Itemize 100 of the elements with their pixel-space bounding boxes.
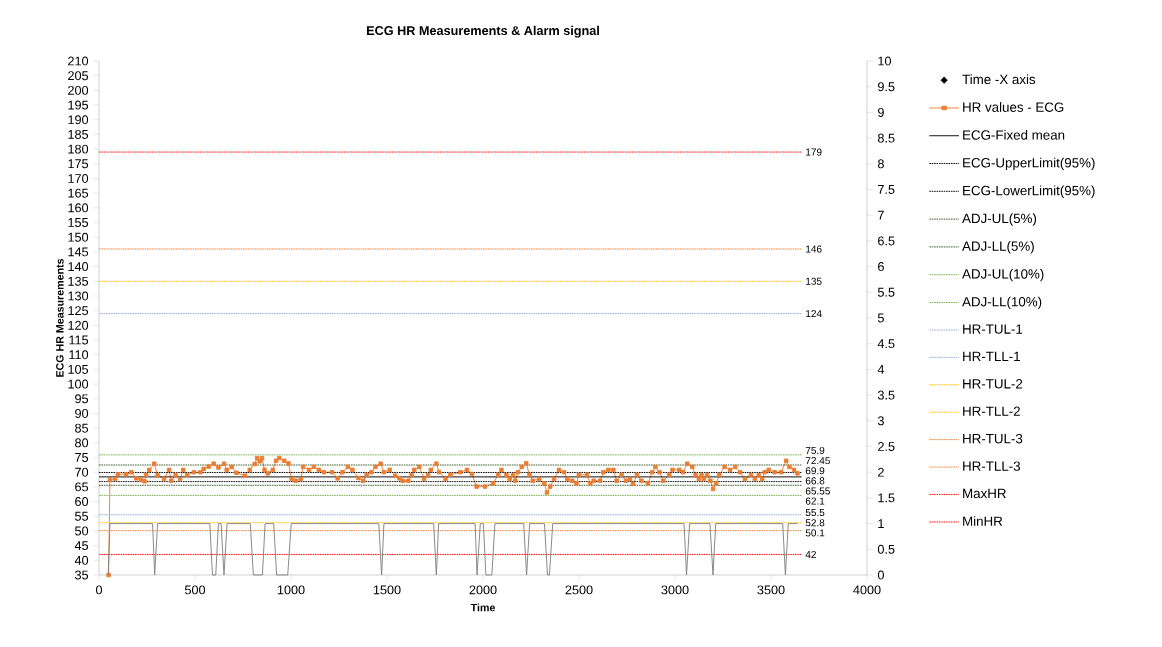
y-tick-label: 35: [75, 570, 89, 580]
y-tick-label: 185: [68, 129, 89, 139]
x-tick-label: 500: [184, 585, 206, 595]
y-tick-label: 195: [68, 100, 89, 110]
y-tick-label: 135: [68, 276, 89, 286]
legend-label: HR-TLL-1: [963, 351, 1020, 361]
x-axis-title: Time: [470, 603, 495, 612]
y2-tick-label: 7: [878, 210, 884, 220]
data-label: 69.9: [805, 467, 825, 475]
data-label: 146: [806, 245, 822, 253]
y-tick-label: 90: [75, 408, 89, 418]
y2-tick-label: 0: [877, 570, 884, 580]
legend-label: MinHR: [963, 516, 1003, 526]
y-tick-label: 100: [68, 379, 89, 389]
y2-tick-label: 6.5: [878, 236, 895, 246]
y2-tick-label: 9: [877, 107, 884, 117]
legend-label: HR-TUL-2: [963, 379, 1023, 389]
data-label: 72.45: [805, 457, 830, 465]
x-tick-label: 3000: [661, 585, 689, 595]
data-label: 50.1: [805, 529, 825, 537]
data-label: 42: [805, 550, 816, 558]
y2-tick-label: 3: [877, 416, 884, 426]
y-tick-label: 55: [75, 511, 89, 521]
x-tick-label: 3500: [757, 585, 785, 595]
y-tick-label: 165: [68, 188, 89, 198]
y-tick-label: 210: [68, 56, 89, 66]
y2-tick-label: 3.5: [877, 390, 895, 400]
y2-tick-label: 0.5: [877, 544, 895, 554]
legend-label: HR-TUL-1: [963, 324, 1023, 334]
y2-tick-label: 2.5: [878, 442, 895, 451]
data-label: 66.8: [805, 477, 825, 485]
data-label: 52.8: [805, 519, 825, 527]
data-label: 124: [806, 310, 822, 318]
x-tick-label: 2000: [469, 585, 497, 595]
y-tick-label: 85: [75, 423, 89, 433]
y2-tick-label: 8: [877, 159, 884, 169]
data-label: 65.55: [805, 487, 830, 495]
y-tick-label: 95: [75, 394, 89, 404]
y-tick-label: 190: [68, 115, 89, 125]
y2-tick-label: 5: [877, 313, 884, 323]
data-label: 62.1: [805, 497, 825, 505]
legend-label: ECG-LowerLimit(95%): [963, 185, 1095, 198]
x-tick-label: 0: [95, 585, 103, 595]
x-tick-label: 2500: [565, 585, 593, 595]
y-axis-title: ECG HR Measurements: [56, 258, 64, 377]
y-tick-label: 160: [68, 203, 89, 213]
legend-label: ADJ-LL(10%): [962, 296, 1042, 310]
legend-label: ECG-Fixed mean: [963, 129, 1065, 140]
y-tick-label: 70: [75, 467, 89, 477]
y-tick-label: 150: [68, 232, 89, 242]
legend-label: ADJ-UL(10%): [962, 268, 1044, 282]
x-tick-label: 4000: [853, 585, 881, 595]
y2-tick-label: 6: [878, 262, 884, 272]
data-label: 75.9: [805, 446, 825, 454]
y-tick-label: 110: [69, 350, 89, 360]
data-label: 55.5: [805, 509, 825, 517]
y2-tick-label: 1.5: [878, 493, 895, 503]
x-tick-label: 1500: [373, 585, 401, 595]
y2-tick-label: 10: [878, 56, 891, 66]
data-label: 179: [806, 148, 822, 156]
y-tick-label: 105: [68, 364, 89, 374]
legend-label: MaxHR: [963, 488, 1006, 499]
y-tick-label: 140: [68, 262, 89, 272]
y-tick-label: 145: [68, 247, 89, 257]
legend-label: HR-TUL-3: [963, 433, 1023, 444]
legend-label: HR-TLL-2: [963, 406, 1020, 416]
y2-tick-label: 7.5: [878, 185, 895, 194]
y-tick-label: 200: [68, 85, 89, 95]
legend-label: HR-TLL-3: [963, 461, 1020, 471]
y2-tick-label: 1: [878, 519, 884, 528]
y2-tick-label: 9.5: [877, 82, 895, 92]
legend-label: Time -X axis: [962, 74, 1036, 85]
legend-label: ADJ-LL(5%): [962, 241, 1034, 254]
y-tick-label: 75: [75, 453, 89, 462]
y2-tick-label: 8.5: [877, 133, 895, 143]
y-tick-label: 125: [68, 306, 89, 316]
y-tick-label: 120: [68, 320, 89, 330]
data-label: 135: [806, 277, 822, 285]
y-tick-label: 170: [68, 174, 89, 183]
chart-title: ECG HR Measurements & Alarm signal: [367, 25, 599, 38]
y2-tick-label: 4: [877, 365, 885, 374]
y-tick-label: 50: [75, 526, 89, 536]
y2-tick-label: 4.5: [877, 339, 895, 349]
y-tick-label: 80: [75, 438, 89, 448]
y2-tick-label: 5.5: [877, 287, 895, 297]
legend-label: ECG-UpperLimit(95%): [963, 157, 1095, 171]
y-tick-label: 130: [68, 291, 89, 301]
y-tick-label: 60: [75, 497, 89, 507]
y-tick-label: 155: [68, 218, 89, 227]
y-tick-label: 45: [74, 541, 89, 551]
y-tick-label: 180: [68, 144, 89, 154]
y-tick-label: 205: [68, 71, 89, 81]
y-tick-label: 40: [74, 555, 89, 565]
x-tick-label: 1000: [277, 585, 305, 595]
legend-label: HR values - ECG: [963, 102, 1064, 112]
legend-label: ADJ-UL(5%): [962, 213, 1037, 226]
y-tick-label: 175: [68, 159, 89, 169]
y2-tick-label: 2: [878, 467, 884, 477]
y-tick-label: 115: [69, 335, 89, 345]
y-tick-label: 65: [75, 482, 89, 492]
